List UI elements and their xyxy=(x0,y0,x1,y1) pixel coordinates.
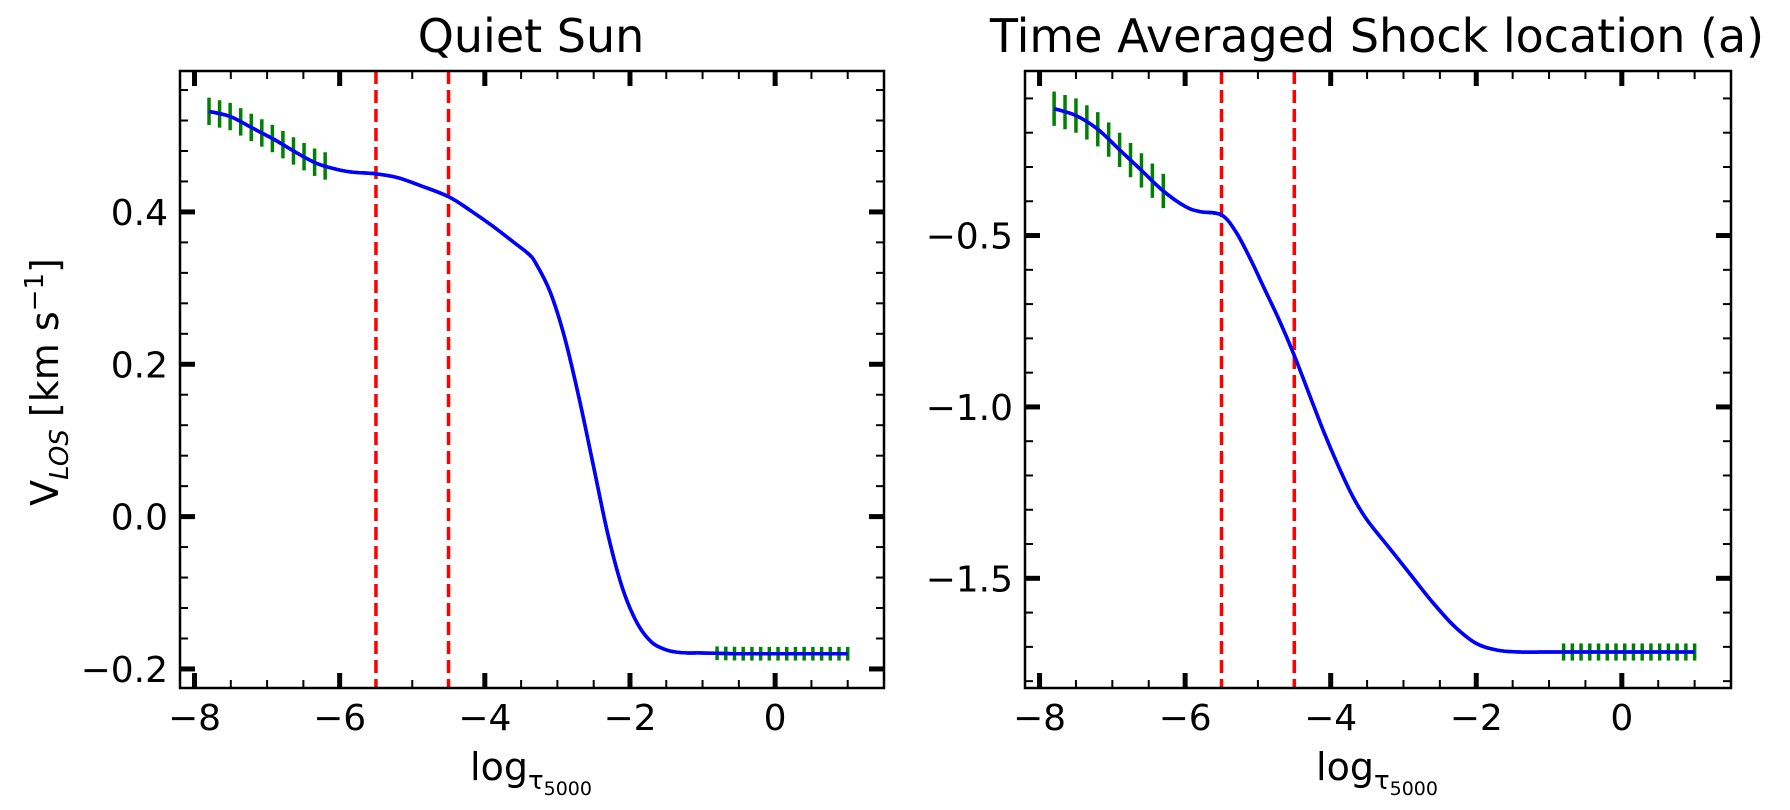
x-tick-label: 0 xyxy=(764,698,787,739)
axis-ticks: −8 −6 −4 −2 0 −0.2 0.0 0.2 0.4 xyxy=(81,71,885,739)
ylabel-main: V xyxy=(23,480,67,506)
x-tick-label: −8 xyxy=(1013,698,1066,739)
panel-quiet-sun: Quiet Sun VLOS [km s−1] logτ5000 −8 −6 −4−… xyxy=(20,9,886,800)
chart-title: Quiet Sun xyxy=(418,9,645,63)
series-line xyxy=(208,109,848,656)
y-tick-label: −1.0 xyxy=(926,388,1013,429)
xlabel-main: log xyxy=(470,745,528,789)
xlabel-subsub: 5000 xyxy=(1390,778,1438,800)
svg-text:logτ5000: logτ5000 xyxy=(470,745,592,800)
series-line-overlay xyxy=(208,109,848,656)
plot-frame xyxy=(1023,69,1733,690)
y-axis-label: VLOS [km s−1] xyxy=(20,258,75,506)
x-tick-label: −6 xyxy=(313,698,366,739)
x-axis-label: logτ5000 xyxy=(470,745,592,800)
svg-text:VLOS [km s−1]: VLOS [km s−1] xyxy=(20,258,75,506)
ylabel-units: [km s xyxy=(23,311,67,429)
chart-title: Time Averaged Shock location (a) xyxy=(989,9,1764,63)
xlabel-sub: τ xyxy=(1374,766,1390,796)
panel-shock-location: Time Averaged Shock location (a) logτ500… xyxy=(926,9,1765,800)
xlabel-sub: τ xyxy=(528,766,544,796)
series-line xyxy=(1053,107,1695,654)
x-tick-label: −4 xyxy=(1304,698,1357,739)
plot-area xyxy=(1052,71,1697,688)
x-tick-label: −8 xyxy=(168,698,221,739)
svg-text:logτ5000: logτ5000 xyxy=(1316,745,1438,800)
ylabel-close: ] xyxy=(23,258,67,273)
plot-frame xyxy=(178,69,886,690)
y-tick-label: −1.5 xyxy=(926,559,1013,600)
series-line-overlay xyxy=(1053,107,1695,654)
y-tick-label: 0.4 xyxy=(111,193,168,234)
axis-ticks: −8 −6 −4 −2 0 −1.5 −1.0 −0.5 xyxy=(926,71,1732,739)
x-tick-label: −4 xyxy=(458,698,511,739)
y-tick-label: −0.2 xyxy=(81,650,168,691)
x-tick-label: −6 xyxy=(1159,698,1212,739)
x-tick-label: −2 xyxy=(1450,698,1503,739)
x-axis-label: logτ5000 xyxy=(1316,745,1438,800)
y-tick-label: −0.5 xyxy=(926,217,1013,258)
x-tick-label: −2 xyxy=(603,698,656,739)
xlabel-subsub: 5000 xyxy=(544,778,592,800)
y-tick-label: 0.0 xyxy=(111,498,168,539)
x-tick-label: 0 xyxy=(1610,698,1633,739)
y-tick-label: 0.2 xyxy=(111,345,168,386)
plot-area xyxy=(207,71,850,688)
xlabel-main: log xyxy=(1316,745,1374,789)
ylabel-sub: LOS xyxy=(45,429,75,480)
ylabel-exp: −1 xyxy=(20,273,50,311)
